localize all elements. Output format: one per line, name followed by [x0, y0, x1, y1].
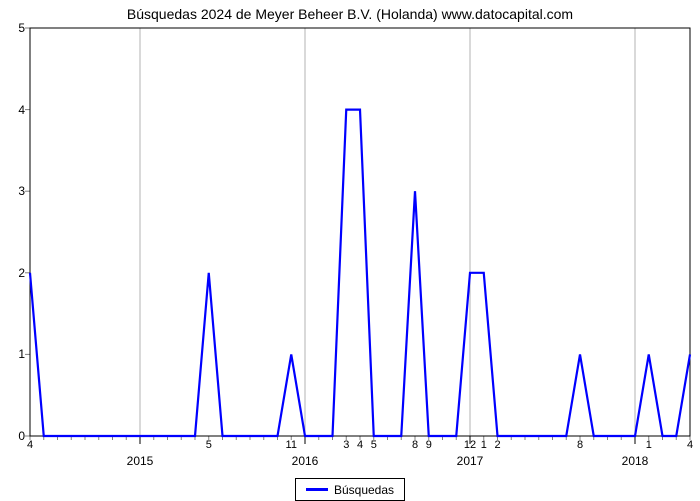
- x-year-label: 2016: [280, 454, 330, 468]
- x-point-label: 1: [637, 439, 661, 451]
- x-point-label: 11: [279, 439, 303, 451]
- x-point-label: 4: [18, 439, 42, 451]
- x-year-label: 2017: [445, 454, 495, 468]
- x-year-label: 2018: [610, 454, 660, 468]
- y-tick-label: 1: [5, 347, 25, 361]
- x-point-label: 2: [486, 439, 510, 451]
- y-tick-label: 5: [5, 21, 25, 35]
- legend: Búsquedas: [0, 478, 700, 501]
- y-tick-label: 2: [5, 266, 25, 280]
- x-point-label: 5: [362, 439, 386, 451]
- plot-svg: [30, 28, 690, 436]
- x-point-label: 8: [568, 439, 592, 451]
- y-tick-label: 3: [5, 184, 25, 198]
- legend-label: Búsquedas: [334, 483, 394, 497]
- plot-area: [30, 28, 690, 436]
- x-point-label: 4: [678, 439, 700, 451]
- chart-title: Búsquedas 2024 de Meyer Beheer B.V. (Hol…: [0, 6, 700, 22]
- y-tick-label: 4: [5, 103, 25, 117]
- x-year-label: 2015: [115, 454, 165, 468]
- chart-container: { "chart": { "type": "line", "title": "B…: [0, 0, 700, 500]
- legend-swatch: [306, 488, 328, 491]
- legend-box: Búsquedas: [295, 478, 405, 501]
- x-point-label: 9: [417, 439, 441, 451]
- x-point-label: 5: [197, 439, 221, 451]
- series-line: [30, 110, 690, 436]
